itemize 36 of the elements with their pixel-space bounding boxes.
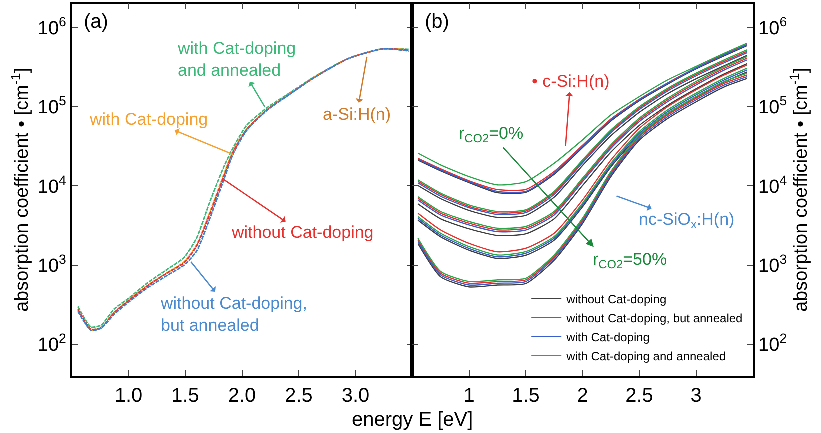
annotation: • c-Si:H(n) [532,72,610,91]
x-tick-label: 2 [577,384,588,407]
legend-label: without Cat-doping [566,292,667,306]
y-tick-label: 10$^{2}$ [758,331,788,356]
y-tick-label: 10$^{2}$ [38,331,66,356]
legend-label: with Cat-doping and annealed [566,349,726,364]
y-tick-label: 10$^{4}$ [38,172,66,198]
annotation: without Cat-doping, but annealed [160,294,308,336]
y-tick-label: 10$^{6}$ [758,14,788,40]
y-tick-label: 10$^{4}$ [758,172,788,198]
x-tick-label: 1.5 [512,384,540,407]
y-tick-label: 10$^{6}$ [38,14,66,40]
annotation: (a) [84,11,108,33]
x-tick-label: 3 [690,384,702,407]
y-tick-label: 10$^{3}$ [758,252,788,277]
x-tick-label: 1 [464,384,475,407]
legend-label: with Cat-doping [566,330,650,344]
annotation: nc-SiO$_{x}$:H(n) [639,210,735,232]
annotation: without Cat-doping [231,223,374,242]
annotation: r$_{CO2}$=0% [459,124,524,146]
x-tick-label: 2.5 [285,384,313,407]
legend-label: without Cat-doping, but annealed [566,311,743,326]
x-tick-label: 3.0 [342,384,370,407]
x-tick-label: 2.5 [626,384,654,407]
annotation: r$_{CO2}$=50% [593,250,668,272]
y-tick-label: 10$^{3}$ [38,252,66,277]
x-tick-label: 2.0 [228,384,256,407]
x-tick-label: 1.0 [114,384,143,407]
x-axis-title: energy E [eV] [352,409,474,431]
x-tick-label: 1.5 [172,384,200,407]
y-tick-label: 10$^{5}$ [758,94,788,119]
annotation: (b) [425,11,450,33]
annotation: with Cat-doping and annealed [177,39,296,80]
y-tick-label: 10$^{5}$ [38,94,66,119]
annotation: with Cat-doping [89,110,208,129]
annotation: a-Si:H(n) [323,105,392,124]
